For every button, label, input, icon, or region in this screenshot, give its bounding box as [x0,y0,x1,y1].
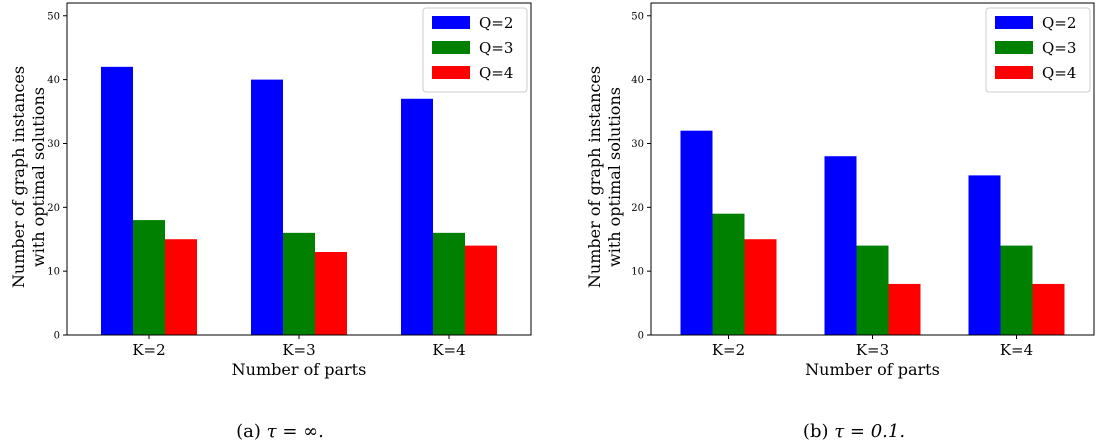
bar-Q=4-K=2 [744,239,777,335]
legend-swatch [432,16,470,29]
legend-swatch [432,41,470,54]
bar-Q=3-K=4 [1000,245,1033,335]
bar-Q=4-K=3 [888,283,921,335]
y-tick-label: 0 [54,331,60,342]
y-tick-label: 20 [47,203,60,214]
legend-entry: Q=4 [1042,64,1076,82]
y-tick-label: 30 [47,139,60,150]
x-tick-label: K=3 [856,341,889,359]
legend-entry: Q=2 [1042,14,1076,32]
bar-Q=3-K=2 [133,220,165,335]
x-tick-label: K=4 [1000,341,1033,359]
bar-Q=2-K=2 [680,130,713,335]
x-axis-label: Number of parts [805,360,940,379]
y-tick-label: 10 [47,267,60,278]
y-tick-label: 20 [631,203,644,214]
x-tick-label: K=2 [712,341,745,359]
y-tick-label: 10 [631,267,644,278]
y-tick-label: 40 [631,75,644,86]
y-tick-label: 0 [638,331,644,342]
legend-swatch [432,66,470,79]
figure-caption: (b) τ = 0.1. [803,421,905,442]
chart-panel-1: 0 10 20 30 40 50 K=2 K=3 K=4 Number of parts Numbe… [9,2,532,442]
legend: Q=2 Q=3 Q=4 [422,7,528,93]
bar-Q=4-K=3 [315,252,347,335]
chart-panel-2: 0 10 20 30 40 50 K=2 K=3 K=4 Number of parts Numbe… [585,2,1095,442]
figure-caption: (a) τ = ∞. [236,421,324,442]
legend-entry: Q=4 [479,64,513,82]
bar-Q=3-K=3 [283,232,315,335]
y-tick-label: 40 [47,75,60,86]
x-tick-label: K=4 [432,341,465,359]
y-axis-label: Number of graph instanceswith optimal so… [9,66,48,288]
y-tick-label: 50 [47,11,60,22]
bar-Q=2-K=4 [968,175,1001,335]
legend: Q=2 Q=3 Q=4 [985,7,1091,93]
legend-swatch [995,66,1033,79]
bar-Q=4-K=4 [1032,283,1065,335]
legend-swatch [995,16,1033,29]
x-tick-label: K=2 [132,341,165,359]
y-axis-label: Number of graph instanceswith optimal so… [585,66,624,288]
x-axis-label: Number of parts [232,360,367,379]
x-tick-label: K=3 [282,341,315,359]
bar-Q=3-K=2 [712,213,745,335]
legend-swatch [995,41,1033,54]
y-tick-label: 30 [631,139,644,150]
y-tick-label: 50 [631,11,644,22]
bar-Q=3-K=4 [433,232,465,335]
bar-Q=2-K=4 [401,98,433,336]
bar-Q=2-K=2 [101,66,133,335]
bar-Q=4-K=2 [165,239,197,335]
legend-entry: Q=2 [479,14,513,32]
bar-Q=3-K=3 [856,245,889,335]
bar-Q=4-K=4 [465,245,497,335]
legend-entry: Q=3 [479,39,513,57]
bar-Q=2-K=3 [824,156,857,335]
bar-Q=2-K=3 [251,79,283,335]
legend-entry: Q=3 [1042,39,1076,57]
